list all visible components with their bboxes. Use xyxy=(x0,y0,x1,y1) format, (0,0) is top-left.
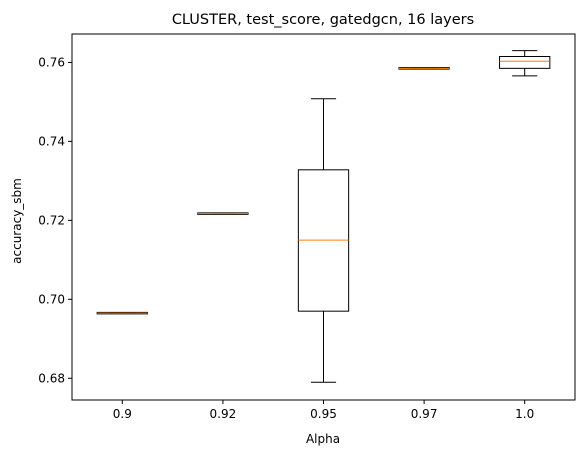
box-0.97 xyxy=(398,67,450,70)
y-tick-label: 0.70 xyxy=(38,292,65,306)
x-ticks: 0.9 0.92 0.95 0.97 1.0 xyxy=(113,400,534,421)
box-body xyxy=(499,56,551,69)
chart-title: CLUSTER, test_score, gatedgcn, 16 layers xyxy=(172,12,474,28)
y-tick-label: 0.68 xyxy=(38,371,65,385)
y-tick-label: 0.72 xyxy=(38,213,65,227)
box-0.95 xyxy=(297,98,350,383)
y-ticks: 0.68 0.70 0.72 0.74 0.76 xyxy=(38,55,72,385)
x-axis-label: Alpha xyxy=(306,432,340,446)
y-tick-label: 0.74 xyxy=(38,134,65,148)
y-tick-label: 0.76 xyxy=(38,55,65,69)
plot-frame xyxy=(71,33,576,401)
x-tick-label: 0.92 xyxy=(210,407,237,421)
x-tick-label: 0.95 xyxy=(310,407,337,421)
x-tick-label: 0.97 xyxy=(411,407,438,421)
x-tick-label: 0.9 xyxy=(113,407,132,421)
boxes xyxy=(96,50,551,383)
box-0.9 xyxy=(96,311,148,315)
y-axis-label: accuracy_sbm xyxy=(10,178,24,264)
box-0.92 xyxy=(197,212,249,215)
box-1.0 xyxy=(499,50,551,77)
x-tick-label: 1.0 xyxy=(515,407,534,421)
